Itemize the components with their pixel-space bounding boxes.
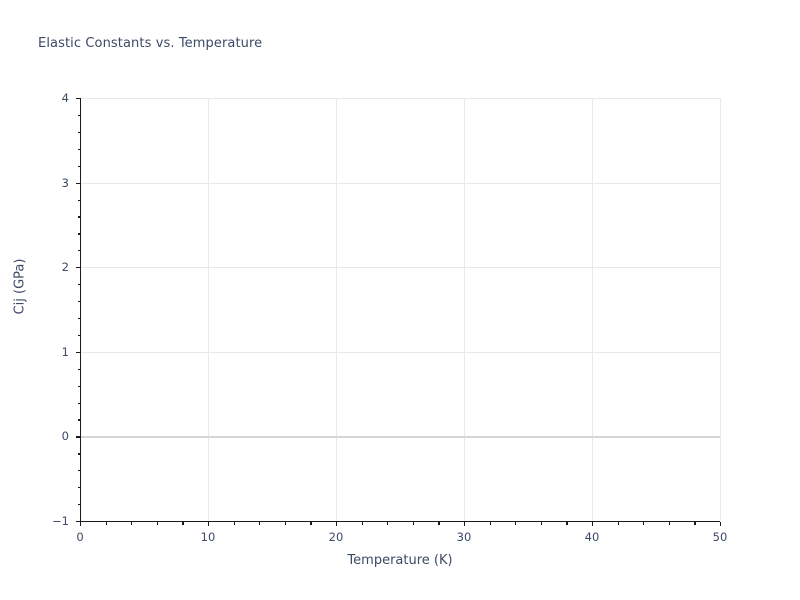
tick-x-minor <box>515 522 517 525</box>
tick-x-minor <box>694 522 696 525</box>
y-axis-title: Cij (GPa) <box>12 258 28 315</box>
tick-y-minor <box>77 317 80 320</box>
tick-x-minor <box>617 522 619 525</box>
tick-y-major <box>76 267 80 269</box>
x-axis-spine <box>80 520 720 522</box>
tick-label-y: 2 <box>61 260 69 275</box>
tick-y-minor <box>77 131 80 134</box>
tick-x-minor <box>156 522 158 525</box>
y-axis-spine <box>80 98 82 522</box>
gridline-vertical <box>208 98 209 521</box>
plot-background <box>80 98 720 521</box>
tick-x-minor <box>131 522 133 525</box>
tick-label-y: −1 <box>52 514 69 528</box>
tick-label-y: 0 <box>61 429 69 444</box>
tick-y-major <box>76 182 80 184</box>
tick-y-minor <box>77 504 80 506</box>
tick-y-minor <box>77 165 80 167</box>
tick-y-minor <box>77 402 80 404</box>
tick-y-major <box>76 521 80 523</box>
x-axis-title: Temperature (K) <box>347 553 453 568</box>
tick-y-minor <box>77 419 80 421</box>
tick-x-minor <box>668 522 670 525</box>
x-axis-tick-labels: 0 10 20 30 40 50 <box>76 530 727 548</box>
tick-x-major <box>208 522 210 526</box>
tick-label-x: 30 <box>456 530 472 544</box>
tick-y-minor <box>77 301 80 303</box>
tick-x-major <box>592 522 594 526</box>
plot-area <box>80 98 721 521</box>
tick-x-major <box>336 522 338 526</box>
tick-x-minor <box>233 522 235 525</box>
tick-x-minor <box>259 522 261 525</box>
y-axis-ticks <box>74 98 80 523</box>
tick-y-minor <box>77 114 80 117</box>
tick-y-minor <box>77 487 80 489</box>
tick-label-y: 1 <box>61 344 69 359</box>
tick-x-major <box>720 522 722 526</box>
tick-y-minor <box>77 233 80 235</box>
tick-label-y: 3 <box>61 175 69 190</box>
tick-y-minor <box>77 284 80 286</box>
tick-x-minor <box>566 522 568 525</box>
tick-y-major <box>76 351 80 354</box>
gridline-vertical <box>720 98 721 521</box>
tick-x-minor <box>540 522 542 525</box>
gridline-horizontal <box>80 182 720 184</box>
gridline-vertical <box>592 98 593 521</box>
tick-label-x: 0 <box>76 530 84 544</box>
gridline-vertical <box>464 98 465 521</box>
gridline-horizontal <box>80 98 720 99</box>
tick-y-minor <box>77 368 80 370</box>
gridline-vertical <box>336 98 337 521</box>
tick-y-minor <box>77 199 80 201</box>
tick-label-x: 40 <box>584 530 600 544</box>
y-axis-tick-labels: −1 0 1 2 3 4 <box>0 91 69 528</box>
tick-x-minor <box>412 522 414 525</box>
page-title: Elastic Constants vs. Temperature <box>38 36 263 51</box>
x-axis-ticks <box>80 522 722 528</box>
gridline-zero <box>80 436 720 439</box>
tick-x-minor <box>387 522 389 525</box>
tick-x-minor <box>310 522 312 525</box>
tick-x-minor <box>438 522 440 525</box>
tick-x-minor <box>182 522 184 525</box>
tick-x-minor <box>489 522 491 525</box>
tick-y-major <box>76 436 80 438</box>
tick-x-minor <box>361 522 363 525</box>
tick-x-minor <box>643 522 645 525</box>
tick-label-x: 20 <box>328 530 344 544</box>
tick-label-x: 50 <box>712 530 728 544</box>
tick-label-y: 4 <box>61 91 69 105</box>
tick-y-minor <box>77 250 80 252</box>
gridline-horizontal <box>80 351 720 353</box>
tick-y-minor <box>77 470 80 472</box>
tick-y-minor <box>77 385 80 387</box>
tick-x-major <box>464 522 466 526</box>
tick-y-minor <box>77 453 80 455</box>
tick-y-minor <box>77 216 80 218</box>
tick-label-x: 10 <box>200 530 216 544</box>
tick-x-major <box>80 522 82 526</box>
tick-x-minor <box>105 522 107 525</box>
tick-y-major <box>76 98 80 100</box>
tick-y-minor <box>77 334 80 337</box>
gridline-horizontal <box>80 267 720 269</box>
tick-y-minor <box>77 148 80 150</box>
tick-x-minor <box>284 522 286 525</box>
